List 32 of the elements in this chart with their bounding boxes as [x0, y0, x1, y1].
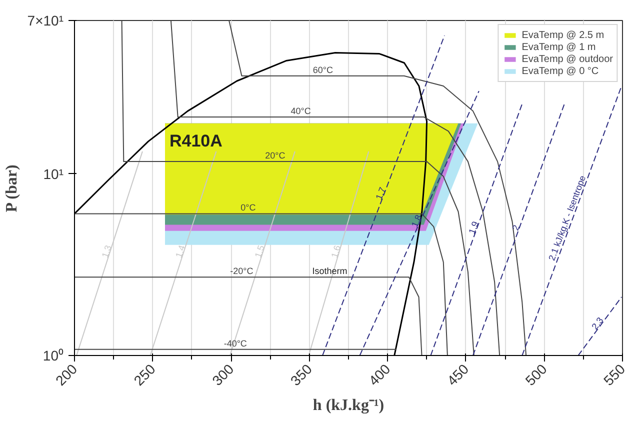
y-axis-title: P (bar)	[3, 164, 20, 212]
line-series	[74, 213, 448, 356]
x-tick-label: 250	[130, 360, 159, 389]
y-tick-label: 7×10¹	[27, 12, 64, 28]
series-label: -40°C	[224, 338, 248, 348]
annotation: Isotherm	[312, 266, 348, 276]
text: 2.3	[590, 315, 606, 332]
x-tick-label: 200	[52, 360, 80, 389]
legend-label: EvaTemp @ 1 m	[522, 41, 596, 53]
series-label: 20°C	[265, 150, 286, 161]
y-tick-label: 10¹	[43, 166, 64, 182]
x-tick-label: 500	[522, 360, 550, 389]
text: 1.9	[466, 220, 480, 236]
x-tick-label: 550	[600, 360, 628, 389]
legend-label: EvaTemp @ 2.5 m	[522, 29, 604, 41]
series-label: 40°C	[290, 106, 312, 116]
x-axis-title: h (kJ.kg⁻¹)	[312, 397, 384, 414]
x-tick-label: 400	[365, 360, 394, 389]
x-tick-label: 300	[208, 360, 237, 389]
legend-label: EvaTemp @ outdoor	[522, 53, 613, 65]
text: 1.7	[374, 186, 388, 202]
y-tick-label: 10⁰	[42, 348, 64, 364]
line-series	[170, 20, 500, 356]
series-label: 60°C	[312, 64, 334, 75]
x-tick-label: 450	[444, 360, 472, 389]
text: 1.8	[409, 213, 424, 229]
x-tick-label: 350	[287, 360, 316, 389]
text: 2	[510, 224, 522, 232]
series-label: 0°C	[240, 202, 256, 213]
legend-label: EvaTemp @ 0 °C	[522, 65, 599, 77]
annotation: R410A	[170, 132, 222, 150]
series-label: -20°C	[230, 266, 254, 276]
